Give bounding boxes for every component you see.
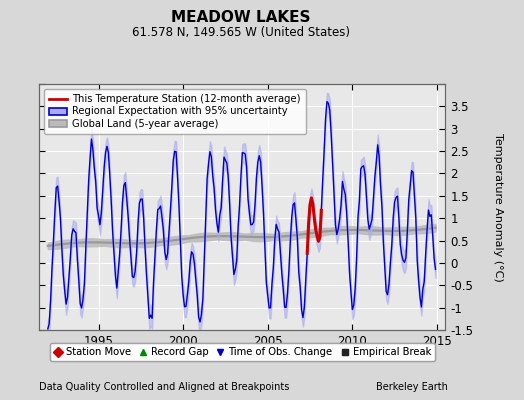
Text: Data Quality Controlled and Aligned at Breakpoints: Data Quality Controlled and Aligned at B… xyxy=(39,382,290,392)
Text: MEADOW LAKES: MEADOW LAKES xyxy=(171,10,311,25)
Text: Berkeley Earth: Berkeley Earth xyxy=(376,382,448,392)
Legend: Station Move, Record Gap, Time of Obs. Change, Empirical Break: Station Move, Record Gap, Time of Obs. C… xyxy=(50,343,435,361)
Legend: This Temperature Station (12-month average), Regional Expectation with 95% uncer: This Temperature Station (12-month avera… xyxy=(45,89,306,134)
Text: 61.578 N, 149.565 W (United States): 61.578 N, 149.565 W (United States) xyxy=(132,26,350,39)
Y-axis label: Temperature Anomaly (°C): Temperature Anomaly (°C) xyxy=(493,133,503,281)
